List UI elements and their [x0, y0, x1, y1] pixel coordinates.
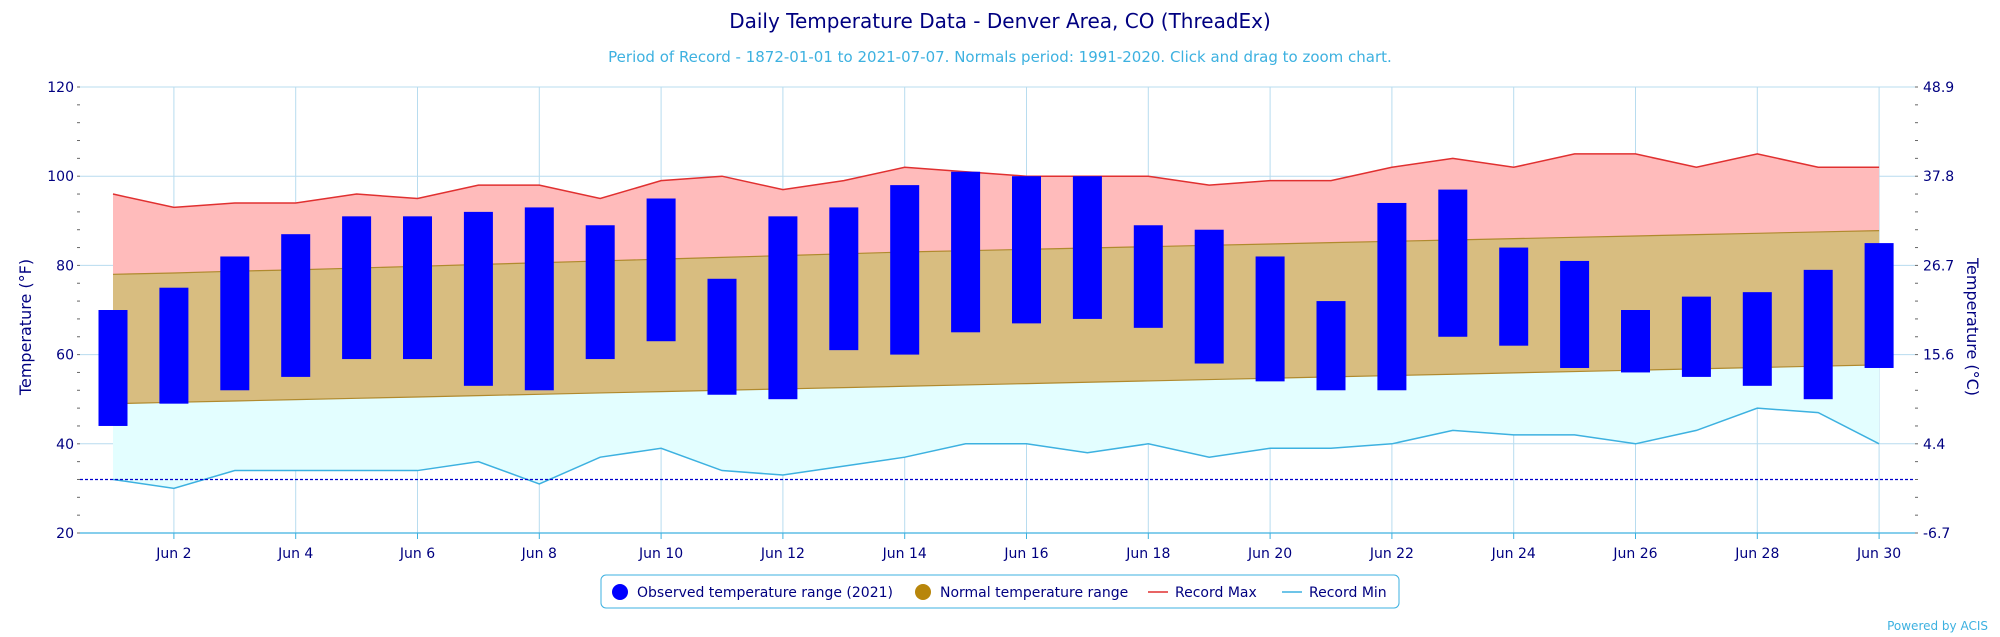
observed-bar[interactable]: [1012, 176, 1041, 324]
observed-bar[interactable]: [1255, 256, 1285, 382]
observed-bar[interactable]: [1742, 292, 1772, 386]
x-tick-label: Jun 18: [1125, 546, 1170, 562]
y2-tick-label: 15.6: [1923, 348, 1954, 364]
x-tick-label: Jun 10: [638, 546, 683, 562]
observed-bar[interactable]: [1560, 260, 1590, 368]
observed-bar[interactable]: [159, 287, 189, 404]
y-tick-label: 60: [56, 348, 74, 364]
observed-bar[interactable]: [829, 207, 859, 351]
observed-bar[interactable]: [1377, 202, 1407, 391]
y-tick-label: 100: [47, 169, 74, 185]
legend-item[interactable]: Observed temperature range (2021): [612, 584, 893, 601]
legend-item[interactable]: Normal temperature range: [915, 584, 1128, 601]
observed-bar[interactable]: [220, 256, 250, 391]
legend-label: Record Min: [1309, 585, 1387, 601]
record-lines: [80, 153, 1915, 490]
legend-item[interactable]: Record Max: [1148, 585, 1257, 601]
x-tick-label: Jun 26: [1612, 546, 1657, 562]
y2-tick-label: -6.7: [1923, 526, 1950, 542]
x-tick-label: Jun 6: [399, 546, 435, 562]
x-tick-label: Jun 12: [760, 546, 805, 562]
observed-bar[interactable]: [951, 171, 981, 333]
observed-bar[interactable]: [1621, 310, 1650, 373]
legend-label: Observed temperature range (2021): [637, 585, 893, 601]
y-tick-label: 120: [47, 80, 74, 96]
observed-bar[interactable]: [1316, 301, 1346, 391]
x-tick-label: Jun 2: [155, 546, 191, 562]
y-tick-label: 40: [56, 437, 74, 453]
y2-tick-label: 37.8: [1923, 169, 1954, 185]
observed-bar[interactable]: [1803, 269, 1833, 400]
record-min-line: [112, 407, 1880, 490]
observed-bar[interactable]: [646, 198, 676, 342]
legend-item[interactable]: Record Min: [1282, 585, 1387, 601]
y2-tick-label: 48.9: [1923, 80, 1954, 96]
record-min-fill: [113, 364, 1880, 489]
observed-bar[interactable]: [585, 225, 615, 360]
observed-bar[interactable]: [1194, 229, 1224, 364]
observed-bar[interactable]: [1133, 225, 1163, 328]
x-tick-label: Jun 30: [1856, 546, 1901, 562]
observed-bar[interactable]: [463, 211, 493, 386]
observed-bar[interactable]: [524, 207, 554, 391]
credit-text[interactable]: Powered by ACIS: [1887, 619, 1988, 633]
normal-low-line: [112, 364, 1880, 405]
observed-bar[interactable]: [890, 185, 920, 355]
observed-bar[interactable]: [1864, 243, 1894, 368]
observed-bars[interactable]: [98, 171, 1894, 426]
observed-bar[interactable]: [1681, 296, 1711, 377]
record-max-line: [112, 153, 1880, 209]
x-tick-label: Jun 22: [1369, 546, 1414, 562]
observed-bar[interactable]: [1499, 247, 1529, 346]
legend-label: Normal temperature range: [940, 585, 1128, 601]
legend-box: [600, 574, 1400, 609]
x-tick-label: Jun 8: [521, 546, 557, 562]
chart-title: Daily Temperature Data - Denver Area, CO…: [729, 9, 1271, 33]
observed-bar[interactable]: [1072, 176, 1102, 319]
normal-range-fill: [113, 230, 1880, 404]
record-max-fill: [113, 153, 1880, 275]
axes: 20 -6.7 40 4.4 60 15.6 80 26.7 100 37.8 120 48.9 Jun…: [47, 80, 1954, 562]
y-tick-label: 20: [56, 526, 74, 542]
observed-bar[interactable]: [1438, 189, 1468, 337]
observed-bar[interactable]: [403, 216, 432, 360]
y-axis-title-right: Temperature (°C): [1963, 257, 1982, 396]
x-tick-label: Jun 14: [882, 546, 927, 562]
x-tick-label: Jun 4: [277, 546, 313, 562]
observed-bar[interactable]: [98, 310, 128, 426]
y2-tick-label: 4.4: [1923, 437, 1945, 453]
x-tick-label: Jun 24: [1491, 546, 1536, 562]
observed-bar[interactable]: [768, 216, 798, 400]
y-tick-label: 80: [56, 258, 74, 274]
x-tick-label: Jun 28: [1734, 546, 1779, 562]
observed-bar[interactable]: [342, 216, 372, 360]
y-axis-title-left: Temperature (°F): [16, 259, 35, 396]
x-tick-label: Jun 16: [1003, 546, 1048, 562]
observed-bar[interactable]: [281, 234, 311, 377]
x-tick-label: Jun 20: [1247, 546, 1292, 562]
y2-tick-label: 26.7: [1923, 258, 1954, 274]
circle-icon: [915, 584, 931, 600]
legend-label: Record Max: [1175, 585, 1257, 601]
chart-subtitle: Period of Record - 1872-01-01 to 2021-07…: [608, 48, 1392, 66]
range-fills: [113, 153, 1880, 489]
circle-icon: [612, 584, 628, 600]
observed-bar[interactable]: [707, 278, 737, 395]
legend: Observed temperature range (2021) Normal …: [600, 574, 1400, 609]
